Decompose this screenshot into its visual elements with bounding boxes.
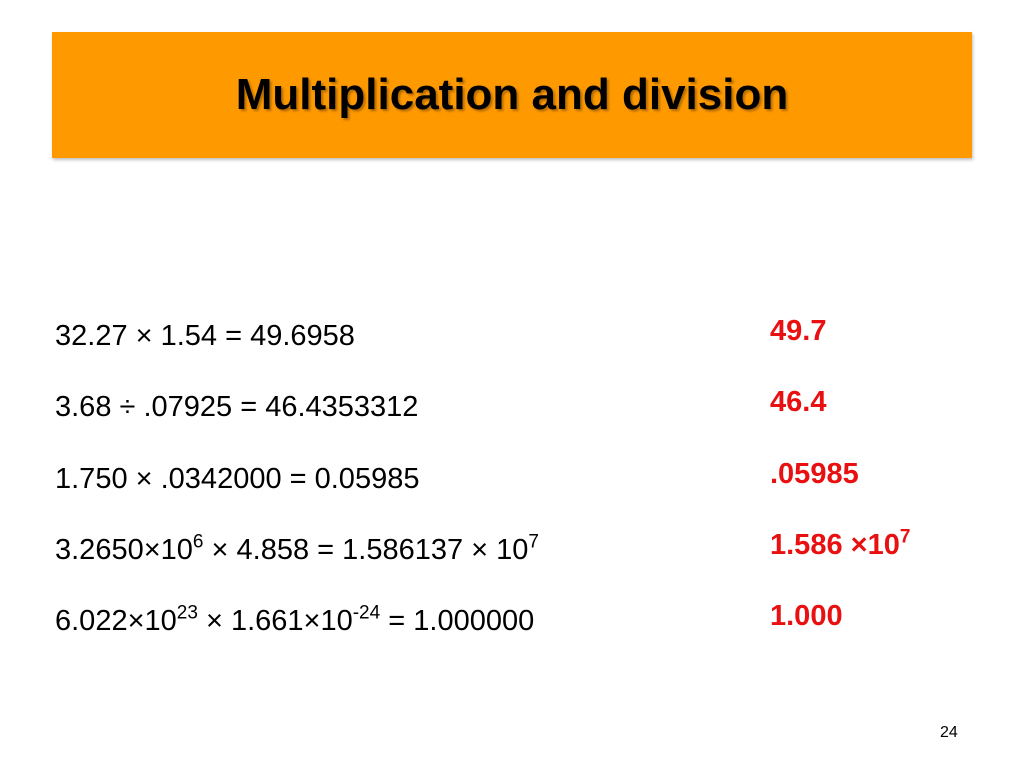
text-run: × 4.858 = 1.586137 × 10 xyxy=(203,534,529,566)
title: Multiplication and division xyxy=(235,70,789,119)
answer: 1.000 xyxy=(770,600,843,633)
text-run: 1.586 ×10 xyxy=(770,529,900,561)
answer: .05985 xyxy=(770,458,859,491)
answer: 46.4 xyxy=(770,386,826,419)
answer: 49.7 xyxy=(770,315,826,348)
text-run: 49.7 xyxy=(770,315,827,347)
answer: 1.586 ×107 xyxy=(770,526,911,562)
superscript: 6 xyxy=(192,531,204,553)
expression: 6.022×1023 × 1.661×10-24 = 1.000000 xyxy=(55,602,535,638)
text-run: 3.2650×10 xyxy=(55,534,193,566)
text-run: 46.4 xyxy=(770,386,827,418)
expression: 3.68 ÷ .07925 = 46.4353312 xyxy=(55,391,418,424)
text-run: .05985 xyxy=(770,458,859,490)
text-run: 32.27 × 1.54 = 49.6958 xyxy=(55,320,355,352)
superscript: 23 xyxy=(176,602,198,624)
expression: 3.2650×106 × 4.858 = 1.586137 × 107 xyxy=(55,531,539,567)
expression: 1.750 × .0342000 = 0.05985 xyxy=(55,463,419,496)
expression: 32.27 × 1.54 = 49.6958 xyxy=(55,320,355,353)
page-number: 24 xyxy=(940,724,958,741)
text-run: 3.68 ÷ .07925 = 46.4353312 xyxy=(55,391,419,423)
text-run: × 1.661×10 xyxy=(197,605,353,637)
text-run: = 1.000000 xyxy=(380,605,535,637)
superscript: -24 xyxy=(352,602,381,624)
text-run: 6.022×10 xyxy=(55,605,177,637)
superscript: 7 xyxy=(528,531,539,553)
text-run: 1.750 × .0342000 = 0.05985 xyxy=(55,463,420,495)
title-banner: Multiplication and division xyxy=(52,32,972,158)
superscript: 7 xyxy=(899,526,911,548)
text-run: 1.000 xyxy=(770,600,843,632)
